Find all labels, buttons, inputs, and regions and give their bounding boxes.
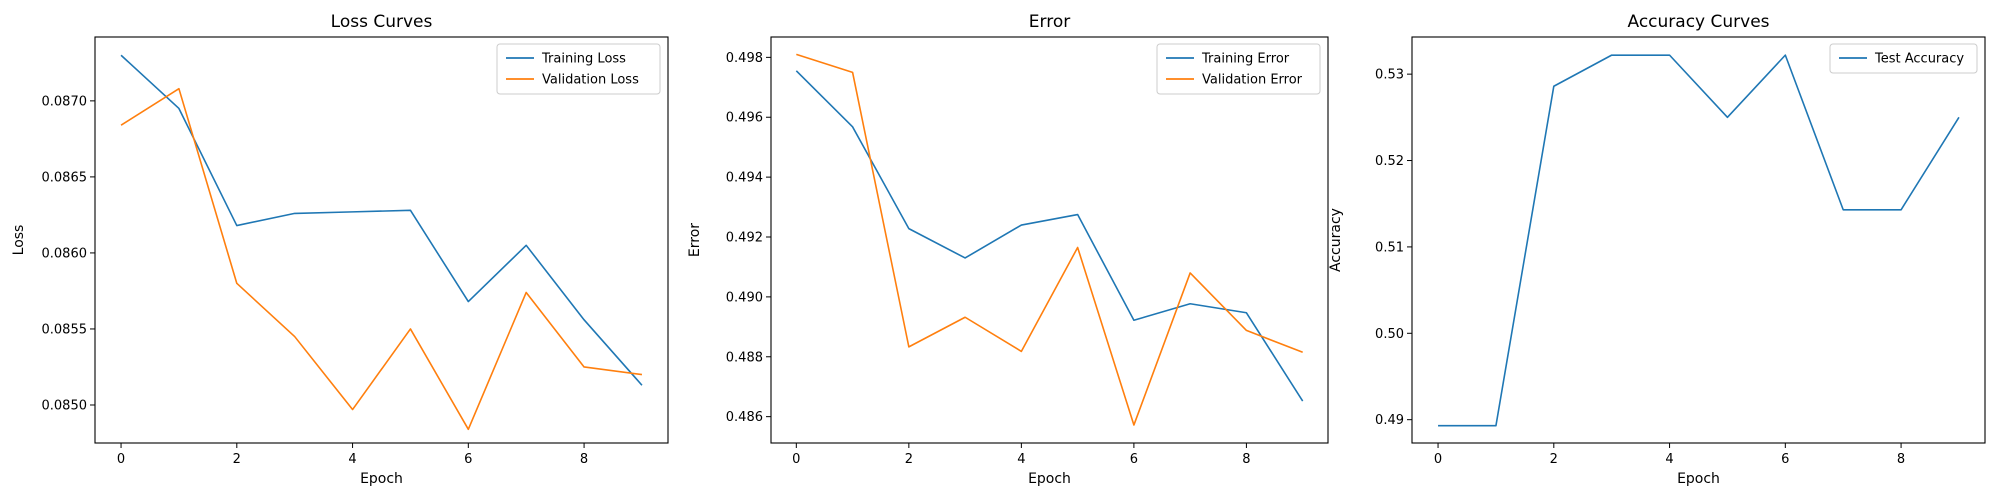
- y-tick-label: 0.51: [1375, 240, 1404, 255]
- subplot-2: Error 0 2 4 6 8 0.486 0.488 0.490 0.492 0.494 0.496…: [687, 12, 1329, 487]
- y-tick-label: 0.0855: [42, 322, 88, 337]
- legend-label: Training Error: [1201, 52, 1290, 67]
- y-tick-label: 0.496: [726, 111, 763, 126]
- y-axis-label: Loss: [11, 225, 27, 256]
- y-axis-label: Error: [687, 223, 703, 257]
- y-axis-label: Accuracy: [1328, 208, 1344, 272]
- legend-label: Test Accuracy: [1874, 52, 1964, 67]
- subplot-3: Accuracy Curves 0 2 4 6 8 0.49 0.50 0.51 0.52 0.53…: [1328, 12, 1986, 487]
- x-tick-label: 0: [1434, 452, 1442, 467]
- x-tick-label: 4: [1665, 452, 1673, 467]
- x-axis-label: Epoch: [360, 471, 403, 487]
- legend-box: [1156, 43, 1321, 95]
- x-tick-label: 4: [1017, 452, 1025, 467]
- subplot-1: Loss Curves 0 2 4 6 8 0.0850 0.0855 0.0860 0.0865…: [11, 12, 669, 487]
- x-tick-label: 8: [1242, 452, 1250, 467]
- legend: Training Error Validation Error: [1156, 43, 1321, 95]
- x-tick-label: 8: [1897, 452, 1905, 467]
- y-tick-label: 0.49: [1375, 413, 1404, 428]
- axes-frame: [770, 36, 1329, 444]
- x-tick-label: 6: [1130, 452, 1138, 467]
- y-tick-label: 0.0850: [42, 398, 88, 413]
- axes-frame: [94, 36, 669, 444]
- y-tick-label: 0.0860: [42, 246, 88, 261]
- x-tick-label: 0: [117, 452, 125, 467]
- series-line-training-error: [795, 70, 1304, 402]
- series-line-training-loss: [120, 54, 643, 386]
- x-tick-label: 4: [348, 452, 356, 467]
- legend: Test Accuracy: [1829, 43, 1978, 74]
- x-axis-label: Epoch: [1028, 471, 1071, 487]
- x-tick-label: 0: [792, 452, 800, 467]
- y-tick-label: 0.492: [726, 231, 763, 246]
- legend-box: [1829, 43, 1978, 74]
- y-tick-label: 0.486: [726, 410, 763, 425]
- y-tick-label: 0.53: [1375, 68, 1404, 83]
- series-line-validation-loss: [120, 87, 643, 431]
- y-tick-label: 0.50: [1375, 327, 1404, 342]
- y-tick-label: 0.0870: [42, 94, 88, 109]
- x-tick-label: 6: [1781, 452, 1789, 467]
- chart-title: Loss Curves: [331, 12, 433, 32]
- legend-label: Validation Error: [1202, 73, 1303, 88]
- y-tick-label: 0.0865: [42, 170, 88, 185]
- chart-title: Error: [1029, 12, 1070, 32]
- series-line-validation-error: [796, 53, 1303, 426]
- x-tick-label: 2: [1550, 452, 1558, 467]
- series-line-test-accuracy: [1438, 54, 1960, 427]
- y-tick-label: 0.490: [726, 290, 763, 305]
- x-tick-label: 8: [580, 452, 588, 467]
- x-tick-label: 2: [905, 452, 913, 467]
- legend-box: [496, 43, 661, 95]
- chart-title: Accuracy Curves: [1627, 12, 1769, 32]
- legend: Training Loss Validation Loss: [496, 43, 661, 95]
- y-tick-label: 0.494: [726, 171, 763, 186]
- x-tick-label: 2: [233, 452, 241, 467]
- y-tick-label: 0.52: [1375, 154, 1404, 169]
- x-axis-label: Epoch: [1677, 471, 1720, 487]
- y-tick-label: 0.488: [726, 350, 763, 365]
- legend-label: Validation Loss: [542, 73, 639, 88]
- legend-label: Training Loss: [541, 52, 626, 67]
- y-tick-label: 0.498: [726, 51, 763, 66]
- x-tick-label: 6: [464, 452, 472, 467]
- axes-frame: [1411, 36, 1986, 444]
